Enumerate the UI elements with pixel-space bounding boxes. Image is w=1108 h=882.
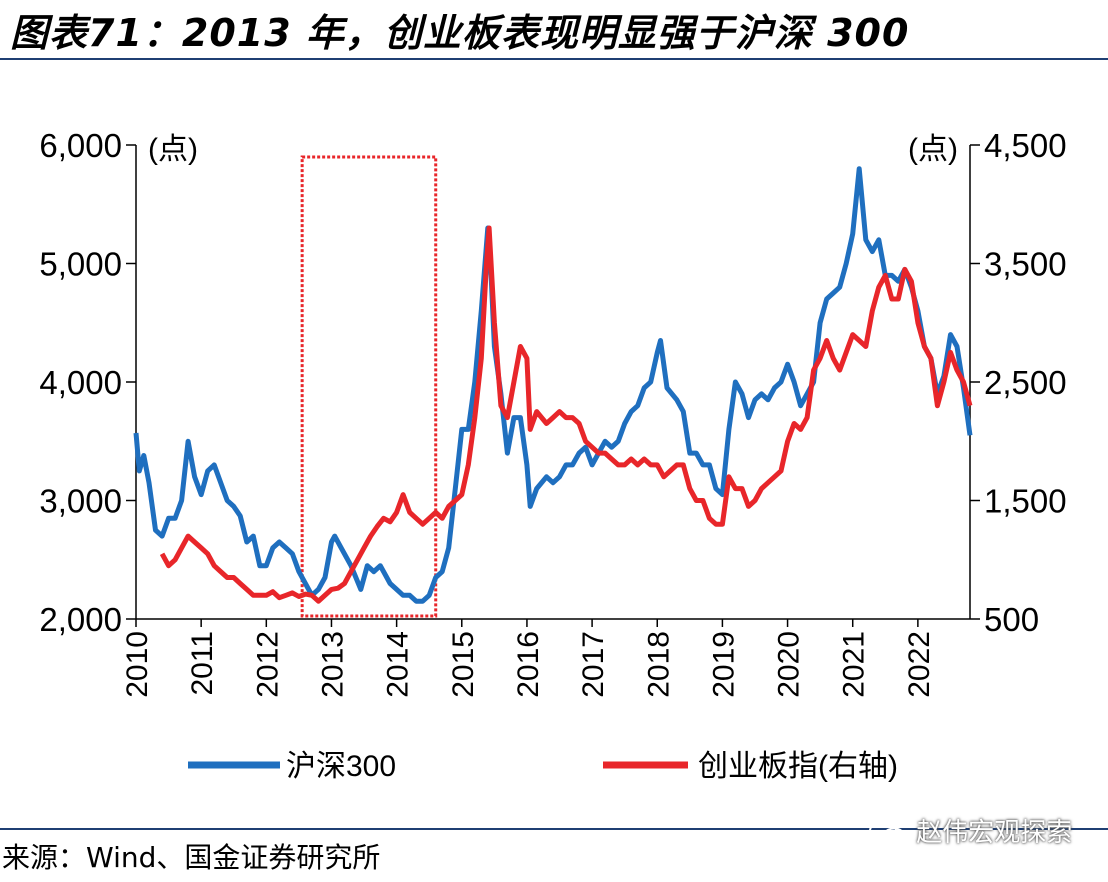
title-divider	[0, 58, 1108, 60]
y-left-tick-label: 4,000	[39, 364, 122, 401]
y-right-unit-label: (点)	[908, 133, 958, 166]
x-tick-label: 2015	[447, 631, 480, 698]
source-note: 来源：Wind、国金证券研究所	[2, 841, 381, 874]
watermark-text: 赵伟宏观探索	[916, 818, 1073, 848]
x-tick-label: 2014	[382, 631, 415, 698]
line-chart: 2,000 3,000 4,000 5,000 6,000 500 1,500 2,500 3,…	[39, 127, 1066, 783]
source-divider	[0, 828, 1108, 830]
x-tick-label: 2019	[707, 631, 740, 698]
legend-label-chinext: 创业板指(右轴)	[698, 750, 898, 783]
y-left-unit-label: (点)	[148, 133, 198, 166]
series-line-chinext	[159, 225, 973, 604]
series-layer	[133, 166, 973, 604]
x-tick-label: 2010	[121, 631, 154, 698]
x-tick-label: 2022	[903, 631, 936, 698]
x-tick-label: 2020	[773, 631, 806, 698]
y-right-tick-label: 3,500	[984, 246, 1067, 283]
legend-label-csi300: 沪深300	[286, 750, 396, 783]
x-tick-label: 2012	[251, 631, 284, 698]
axes-layer: 2,000 3,000 4,000 5,000 6,000 500 1,500 2,500 3,…	[39, 127, 1066, 698]
series-line-csi300	[133, 166, 973, 604]
x-tick-label: 2021	[838, 631, 871, 698]
chart-title: 图表71：2013 年，创业板表现明显强于沪深 300	[10, 11, 910, 55]
watermark: 赵伟宏观探索	[868, 812, 1072, 850]
highlight-box	[300, 155, 438, 618]
y-right-tick-label: 2,500	[984, 364, 1067, 401]
x-tick-label: 2017	[577, 631, 610, 698]
y-left-tick-label: 2,000	[39, 601, 122, 638]
y-left-tick-label: 6,000	[39, 127, 122, 164]
x-tick-label: 2016	[512, 631, 545, 698]
y-left-tick-label: 5,000	[39, 246, 122, 283]
x-tick-label: 2018	[642, 631, 675, 698]
y-left-tick-label: 3,000	[39, 483, 122, 520]
y-right-tick-label: 1,500	[984, 483, 1067, 520]
x-tick-label: 2013	[316, 631, 349, 698]
wechat-icon	[869, 819, 906, 846]
legend: 沪深300 创业板指(右轴)	[188, 750, 898, 783]
x-tick-label: 2011	[186, 631, 219, 696]
y-right-tick-label: 4,500	[984, 127, 1067, 164]
highlight-layer	[300, 155, 438, 618]
y-right-tick-label: 500	[984, 601, 1039, 638]
